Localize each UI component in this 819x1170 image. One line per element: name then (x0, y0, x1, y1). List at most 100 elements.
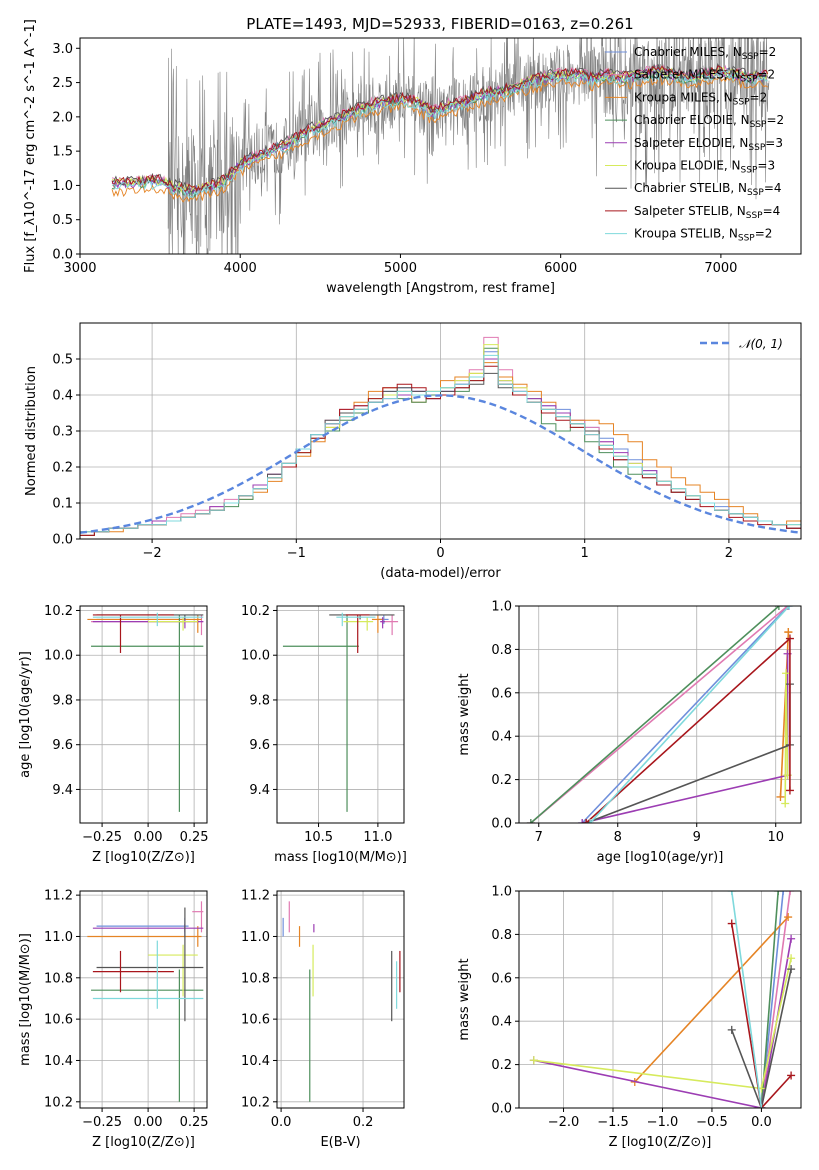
weight-marker (526, 819, 535, 823)
weight_vs_z-ytick-label: 0.6 (491, 971, 512, 986)
age_vs_mass-xtick-label: 10.5 (304, 830, 333, 845)
weight_vs_age-ytick-label: 0.6 (491, 686, 512, 701)
weight-marker (785, 786, 794, 795)
spectrum-xlabel: wavelength [Angstrom, rest frame] (326, 281, 555, 296)
mass_vs_ebv-ytick-label: 11.0 (241, 930, 270, 945)
histogram-step (80, 354, 801, 533)
age_vs_mass-xlabel: mass [log10(M/M⊙)] (274, 850, 407, 865)
legend-entry: Chabrier STELIB, NSSP=4 (634, 181, 782, 198)
weight-line (634, 916, 789, 1083)
age_vs_z-ytick-label: 9.8 (52, 693, 73, 708)
weight_vs_age-plot-area (519, 606, 801, 823)
weight-line (589, 606, 790, 823)
age_vs_z-ytick-label: 9.6 (52, 738, 73, 753)
residuals-ytick-label: 0.5 (52, 353, 73, 368)
weight_vs_z-ytick-label: 0.0 (491, 1102, 512, 1117)
spectrum-model-line (111, 65, 769, 194)
spectrum-ylabel: Flux [f_λ10^-17 erg cm^-2 s^-1 A^-1] (23, 19, 38, 273)
age_vs_z-plot-area (80, 606, 207, 823)
mass_vs_z-ytick-label: 10.4 (44, 1054, 73, 1069)
weight-marker (787, 954, 796, 963)
normal-curve (80, 394, 801, 534)
spectrum-panel: 3000 4000 5000 6000 7000 0.0 0.5 1.0 1.5 2.0 2.5 3.… (23, 19, 802, 296)
weight-line (760, 891, 791, 1108)
spectrum-ytick-label: 2.5 (52, 76, 73, 91)
mass_vs_z-xlabel: Z [log10(Z/Z⊙)] (92, 1135, 195, 1150)
legend-entry: Salpeter STELIB, NSSP=4 (634, 204, 780, 221)
weight-marker (785, 606, 794, 610)
weight-line (760, 891, 779, 1108)
residuals-ytick-label: 0.2 (52, 461, 73, 476)
weight-marker (776, 792, 785, 801)
mass_vs_ebv-ytick-label: 10.6 (241, 1013, 270, 1028)
weight-line (533, 938, 792, 1108)
weight-marker (787, 934, 796, 943)
residuals-ytick-label: 0.1 (52, 497, 73, 512)
weight_vs_z-ylabel: mass weight (457, 958, 472, 1040)
weight-marker (727, 919, 736, 928)
residuals-xtick-label: −1 (287, 546, 306, 561)
weight_vs_z-ytick-label: 1.0 (491, 885, 512, 900)
legend-entry: Kroupa MILES, NSSP=2 (634, 90, 767, 107)
weight-marker (586, 819, 595, 823)
weight-marker (529, 1056, 538, 1065)
residuals-xtick-label: 2 (725, 546, 733, 561)
mass_vs_z-xtick-label: 0.25 (180, 1115, 209, 1130)
weight_vs_age-ylabel: mass weight (457, 673, 472, 755)
weight-line (581, 606, 789, 823)
weight-line (730, 891, 763, 1108)
weight_vs_age-panel: 7 8 9 10 0.0 0.2 0.4 0.6 0.8 1.0 age [log10(age/yr… (457, 600, 802, 865)
weight-marker (774, 606, 783, 610)
mass_vs_ebv-panel: 0.0 0.2 10.2 10.4 10.6 10.8 11.0 11.2 E(B-V) (241, 889, 405, 1150)
weight-marker (757, 1104, 766, 1108)
weight_vs_age-xlabel: age [log10(age/yr)] (597, 850, 724, 865)
weight_vs_age-ytick-label: 1.0 (491, 600, 512, 615)
age_vs_mass-ytick-label: 9.6 (249, 738, 270, 753)
weight-marker (787, 965, 796, 974)
age_vs_mass-xtick-label: 11.0 (363, 830, 392, 845)
legend-entry: 𝒩(0, 1) (739, 337, 783, 351)
age_vs_mass-ytick-label: 10.2 (241, 604, 270, 619)
legend-entry: Salpeter MILES, NSSP=2 (634, 68, 775, 85)
spectrum-model-line (111, 70, 768, 199)
age_vs_mass-frame (276, 605, 405, 824)
weight_vs_age-xtick-label: 7 (535, 830, 543, 845)
spectrum-ytick-label: 1.0 (52, 179, 73, 194)
age_vs_z-xtick-label: −0.25 (82, 830, 122, 845)
age_vs_z-xlabel: Z [log10(Z/Z⊙)] (92, 850, 195, 865)
mass_vs_ebv-ytick-label: 11.2 (241, 889, 270, 904)
weight-line (530, 606, 780, 823)
spectrum-ytick-label: 0.0 (52, 248, 73, 263)
mass_vs_z-ylabel: mass [log10(M/M⊙)] (18, 933, 33, 1066)
age_vs_z-xtick-label: 0.00 (134, 830, 163, 845)
mass_vs_ebv-ytick-label: 10.8 (241, 971, 270, 986)
weight_vs_z-xtick-label: −1.0 (647, 1115, 679, 1130)
weight_vs_z-xtick-label: −1.5 (597, 1115, 629, 1130)
age_vs_mass-ytick-label: 9.4 (249, 783, 270, 798)
legend-entry: Chabrier ELODIE, NSSP=2 (634, 113, 784, 130)
spectrum-ytick-label: 3.0 (52, 42, 73, 57)
legend-entry: Salpeter ELODIE, NSSP=3 (634, 136, 783, 153)
weight_vs_z-ytick-label: 0.8 (491, 928, 512, 943)
weight-marker (781, 799, 790, 808)
age_vs_mass-ytick-label: 9.8 (249, 693, 270, 708)
mass_vs_z-ytick-label: 10.8 (44, 971, 73, 986)
weight_vs_z-xtick-label: −0.5 (696, 1115, 728, 1130)
spectrum-data-line (167, 38, 770, 254)
mass_vs_ebv-plot-area (277, 891, 404, 1108)
weight-marker (784, 913, 793, 922)
mass_vs_z-xtick-label: −0.25 (82, 1115, 122, 1130)
weight_vs_z-frame (518, 890, 802, 1109)
weight-marker (727, 891, 736, 895)
mass_vs_z-panel: −0.25 0.00 0.25 10.2 10.4 10.6 10.8 11.0 11.2 Z [… (18, 889, 209, 1150)
age_vs_z-frame (79, 605, 208, 824)
spectrum-xtick-label: 5000 (384, 261, 417, 276)
mass_vs_ebv-ytick-label: 10.2 (241, 1095, 270, 1110)
mass_vs_ebv-xtick-label: 0.0 (271, 1115, 292, 1130)
residuals-xtick-label: 0 (436, 546, 444, 561)
mass_vs_z-plot-area (80, 891, 207, 1108)
weight-marker (785, 634, 794, 643)
spectrum-ytick-label: 2.0 (52, 110, 73, 125)
mass_vs_ebv-xlabel: E(B-V) (320, 1135, 360, 1150)
weight_vs_age-ytick-label: 0.4 (491, 730, 512, 745)
